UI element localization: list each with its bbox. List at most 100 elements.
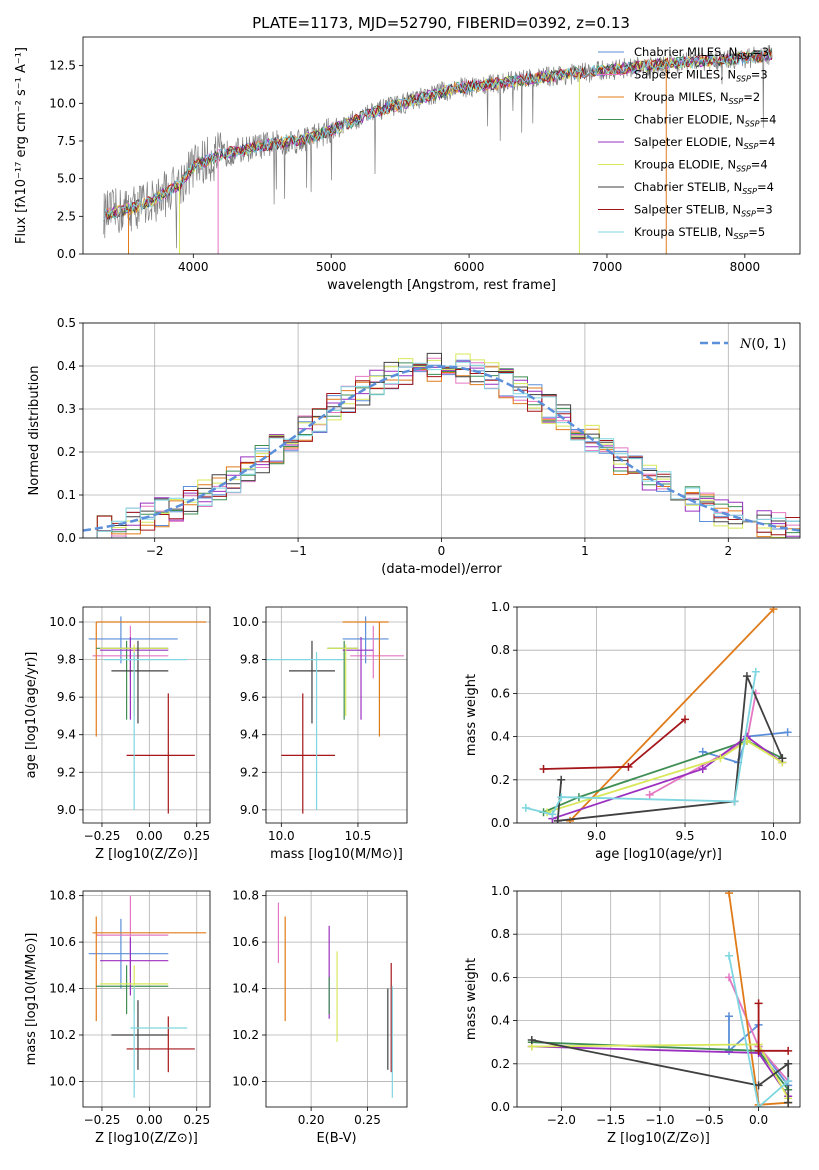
y-tick-label: 0.0	[491, 816, 510, 830]
x-tick-label: 2	[724, 544, 732, 558]
axes-frame	[516, 606, 801, 824]
x-tick-label: −1.0	[645, 1113, 674, 1127]
mass-weight-marker	[783, 728, 792, 737]
mass-weight-marker	[521, 803, 530, 812]
mass-weight-marker	[769, 607, 778, 614]
axes-frame	[82, 322, 801, 539]
plot-area	[103, 44, 773, 254]
axes: 9.0 9.5 10.0 0.0 0.2 0.4 0.6 0.8 1.0 age [log10(a…	[464, 600, 801, 862]
plot-area	[88, 895, 207, 1098]
x-axis-label: wavelength [Angstrom, rest frame]	[327, 278, 556, 293]
plot-area	[83, 352, 800, 538]
residual-histogram-step	[83, 361, 800, 538]
axes: −2 −1 0 1 2 0.0 0.1 0.2 0.3 0.4 0.5 (data-model)/er…	[27, 316, 801, 577]
y-tick-label: 0.0	[57, 247, 76, 261]
mass-weight-marker	[539, 765, 548, 773]
y-tick-label: 0.3	[57, 402, 76, 416]
axes: −0.25 0.00 0.25 9.0 9.2 9.4 9.6 9.8 10.0 Z [log10…	[24, 606, 211, 862]
mass-weight-marker	[754, 999, 763, 1008]
x-tick-label: 0.20	[298, 1113, 325, 1127]
x-tick-label: 10.5	[345, 829, 372, 843]
grid	[266, 891, 407, 1107]
x-tick-label: 7000	[592, 260, 623, 274]
y-tick-label: 1.0	[491, 600, 510, 614]
mass-weight-marker	[698, 747, 707, 756]
x-tick-label: 0.25	[183, 829, 210, 843]
x-axis-label: mass [log10(M/M⊙)]	[270, 847, 403, 862]
x-tick-label: −1	[289, 544, 307, 558]
y-tick-label: 0.4	[57, 359, 76, 373]
y-tick-label: 10.0	[232, 1074, 259, 1088]
figure-title: PLATE=1173, MJD=52790, FIBERID=0392, z=0…	[252, 14, 630, 32]
x-tick-label: −2	[146, 544, 164, 558]
residuals-legend: N(0, 1)	[700, 337, 786, 352]
grid	[83, 891, 210, 1107]
plot-area	[527, 891, 793, 1107]
y-axis-label: mass [log10(M/M⊙)]	[24, 933, 39, 1066]
x-tick-label: −0.5	[695, 1113, 724, 1127]
y-tick-label: 10.2	[49, 1028, 76, 1042]
mass-weight-marker	[742, 672, 751, 681]
legend-label: Salpeter ELODIE, NSSP=4	[634, 135, 775, 151]
x-axis-label: age [log10(age/yr)]	[595, 847, 722, 862]
axes: 4000 5000 6000 7000 8000 0.0 2.5 5.0 7.5 10.0 12.5…	[14, 36, 801, 293]
y-tick-label: 2.5	[57, 209, 76, 223]
y-tick-label: 9.4	[240, 728, 259, 742]
legend-label: Chabrier MILES, NSSP=3	[634, 45, 769, 61]
x-tick-label: 0.00	[136, 829, 163, 843]
y-tick-label: 9.2	[57, 765, 76, 779]
grid	[517, 890, 800, 1108]
mass-weight-marker	[725, 891, 734, 898]
y-axis-label: mass weight	[464, 958, 479, 1040]
y-tick-label: 0.2	[57, 445, 76, 459]
y-tick-label: 10.6	[232, 935, 259, 949]
axes: 0.20 0.25 10.0 10.2 10.4 10.6 10.8 E(B-V)	[232, 889, 408, 1146]
legend-label: Kroupa MILES, NSSP=2	[634, 90, 760, 106]
axes-frame	[265, 890, 408, 1108]
y-tick-label: 0.5	[57, 316, 76, 330]
mass-weight-marker	[527, 1036, 536, 1045]
y-tick-label: 9.6	[240, 690, 259, 704]
mass-weight-marker	[645, 790, 654, 799]
y-tick-label: 9.6	[57, 690, 76, 704]
y-tick-label: 0.6	[491, 686, 510, 700]
x-tick-label: 10.0	[760, 829, 787, 843]
mass-weight-marker	[725, 951, 734, 960]
x-axis-label: Z [log10(Z/Z⊙)]	[95, 847, 198, 862]
x-tick-label: 0	[438, 544, 446, 558]
mass-weight-marker	[751, 667, 760, 676]
axes: −2.0 −1.5 −1.0 −0.5 0.0 0.0 0.2 0.4 0.6 0.8 1.0 Z […	[464, 884, 801, 1146]
mass-weight-marker	[548, 810, 557, 819]
mass-weight-marker	[553, 816, 562, 823]
x-tick-label: 9.0	[587, 829, 606, 843]
legend-label: Kroupa ELODIE, NSSP=4	[634, 158, 768, 174]
y-tick-label: 0.2	[491, 1057, 510, 1071]
y-tick-label: 0.1	[57, 488, 76, 502]
y-tick-label: 10.2	[232, 1028, 259, 1042]
residuals-panel: −2 −1 0 1 2 0.0 0.1 0.2 0.3 0.4 0.5 (data-model)/er…	[27, 316, 801, 577]
plot-area	[277, 902, 393, 1098]
mass-weight-marker	[784, 1046, 793, 1055]
mass-weight-vs-metallicity-panel: −2.0 −1.5 −1.0 −0.5 0.0 0.0 0.2 0.4 0.6 0.8 1.0 Z […	[464, 884, 801, 1146]
axes-frame	[516, 890, 801, 1108]
x-tick-label: 9.5	[675, 829, 694, 843]
x-tick-label: 8000	[730, 260, 761, 274]
axes-frame	[82, 606, 211, 824]
y-tick-label: 0.8	[491, 927, 510, 941]
x-axis-label: Z [log10(Z/Z⊙)]	[95, 1131, 198, 1146]
mass-vs-metallicity-panel: −0.25 0.00 0.25 10.0 10.2 10.4 10.6 10.8 Z [log1…	[24, 889, 211, 1146]
y-tick-label: 10.0	[232, 615, 259, 629]
spectrum-model-line	[103, 49, 772, 221]
y-tick-label: 10.6	[49, 935, 76, 949]
spectrum-legend: Chabrier MILES, NSSP=3 Salpeter MILES, NS…	[598, 45, 776, 241]
normal-reference-curve	[83, 365, 800, 532]
y-tick-label: 0.6	[491, 970, 510, 984]
axes: −0.25 0.00 0.25 10.0 10.2 10.4 10.6 10.8 Z [log1…	[24, 889, 211, 1146]
mass-weight-marker	[754, 1046, 763, 1055]
y-tick-label: 0.4	[491, 730, 510, 744]
mass-weight-vs-age-panel: 9.0 9.5 10.0 0.0 0.2 0.4 0.6 0.8 1.0 age [log10(a…	[464, 600, 801, 862]
plot-area	[88, 616, 207, 814]
y-tick-label: 1.0	[491, 884, 510, 898]
legend-label: Salpeter MILES, NSSP=3	[634, 68, 768, 84]
